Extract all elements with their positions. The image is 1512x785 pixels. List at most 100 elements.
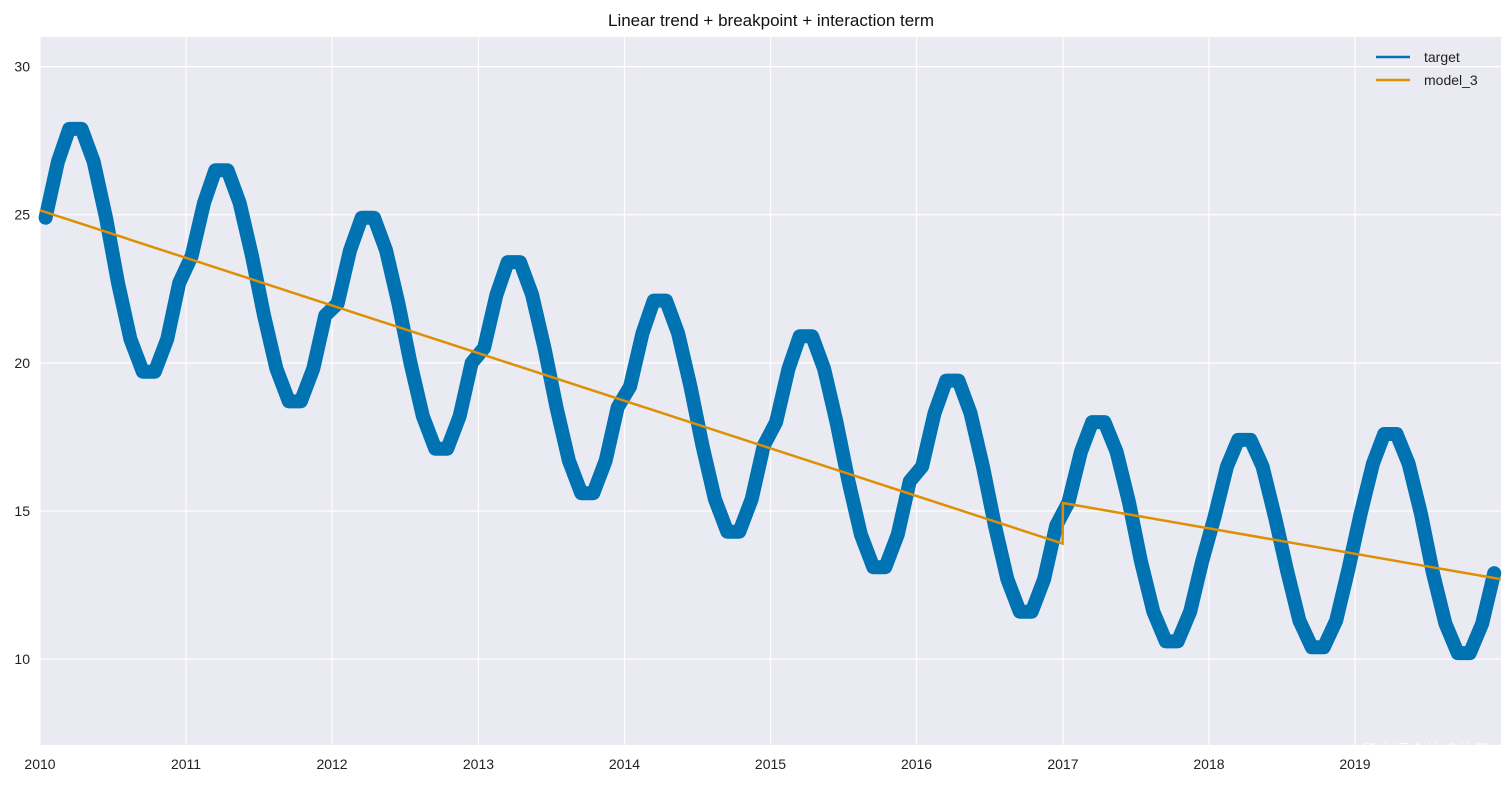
data-point-target [213,168,217,172]
data-point-target [1431,571,1435,575]
data-point-target [1371,462,1375,466]
data-point-target [737,530,741,534]
data-point-target [554,405,558,409]
data-point-target [1151,610,1155,614]
data-point-target [883,565,887,569]
y-tick-label: 15 [14,503,30,519]
data-point-target [640,331,644,335]
data-point-target [579,491,583,495]
legend-label-target: target [1424,49,1460,65]
data-point-target [202,201,206,205]
data-point-target [1261,465,1265,469]
data-point-target [1188,610,1192,614]
legend: target model_3 [1376,49,1478,88]
data-point-target [482,346,486,350]
data-point-target [1322,645,1326,649]
data-point-target [1310,645,1314,649]
data-point-target [1273,515,1277,519]
data-point-target [1395,432,1399,436]
data-point-target [470,361,474,365]
data-point-target [933,411,937,415]
data-point-target [1176,639,1180,643]
series-line-target [38,121,1502,661]
data-point-target [700,444,704,448]
x-tick-label: 2013 [463,756,494,772]
data-point-target [1103,420,1107,424]
data-point-target [153,370,157,374]
data-point-target [360,216,364,220]
y-tick-label: 25 [14,207,30,223]
data-point-target [810,334,814,338]
data-point-target [750,497,754,501]
data-point-target [1285,568,1289,572]
y-tick-label: 30 [14,59,30,75]
data-point-target [591,491,595,495]
data-point-target [128,337,132,341]
data-point-target [530,293,534,297]
data-point-target [262,313,266,317]
data-point-target [396,302,400,306]
data-point-target [920,465,924,469]
data-point-target [408,361,412,365]
data-point-target [774,420,778,424]
x-tick-label: 2014 [609,756,640,772]
data-point-target [116,281,120,285]
data-point-target [896,533,900,537]
data-point-target [1468,651,1472,655]
x-tick-label: 2012 [316,756,347,772]
data-point-target [1115,450,1119,454]
data-point-target [458,414,462,418]
data-point-target [616,405,620,409]
data-point-target [384,248,388,252]
data-point-target [1042,577,1046,581]
data-point-target [1334,619,1338,623]
data-point-target [981,465,985,469]
data-point-target [1236,438,1240,442]
y-tick-label: 20 [14,355,30,371]
data-point-target [1139,559,1143,563]
data-point-target [226,168,230,172]
x-tick-label: 2010 [24,756,55,772]
data-point-target [1346,568,1350,572]
data-point-target [1018,610,1022,614]
data-point-target [165,337,169,341]
data-point-target [299,399,303,403]
data-point-target [274,367,278,371]
data-point-target [713,497,717,501]
watermark: @稀土掘金技术社区 [1346,742,1490,760]
data-point-target [835,420,839,424]
data-point-target [822,367,826,371]
data-point-target [1005,577,1009,581]
data-point-target [847,479,851,483]
legend-label-model_3: model_3 [1424,72,1478,88]
data-point-target [542,346,546,350]
data-point-target [348,248,352,252]
data-point-model_3 [1062,543,1064,545]
data-point-target [323,313,327,317]
data-point-target [628,385,632,389]
series-line-model_3 [39,209,1501,581]
data-point-target [908,479,912,483]
data-point-target [336,302,340,306]
x-tick-label: 2011 [171,756,201,772]
data-point-target [1382,432,1386,436]
data-point-target [957,379,961,383]
data-point-target [372,216,376,220]
x-tick-label: 2016 [901,756,932,772]
data-point-target [725,530,729,534]
x-tick-label: 2017 [1047,756,1078,772]
x-tick-label: 2019 [1339,756,1370,772]
data-point-target [1079,450,1083,454]
data-point-model_3 [39,209,41,211]
data-point-target [993,524,997,528]
data-point-target [1200,559,1204,563]
data-point-target [433,447,437,451]
data-point-target [676,331,680,335]
data-point-target [1164,639,1168,643]
data-point-target [969,411,973,415]
data-point-target [1443,622,1447,626]
data-point-target [798,334,802,338]
data-point-target [1492,571,1496,575]
data-point-target [871,565,875,569]
